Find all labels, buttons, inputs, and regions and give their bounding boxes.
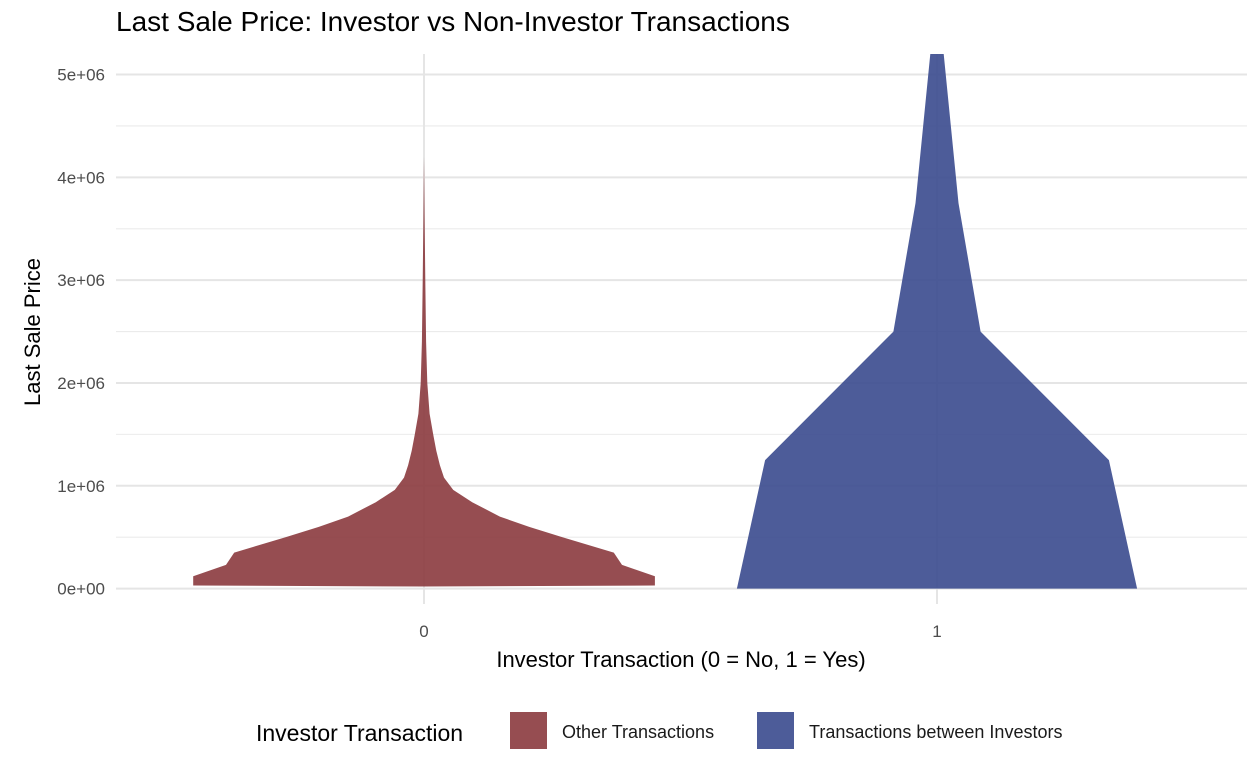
legend: Investor Transaction Other Transactions T…	[256, 712, 1062, 749]
y-axis-title: Last Sale Price	[20, 258, 45, 406]
x-axis-title: Investor Transaction (0 = No, 1 = Yes)	[496, 647, 865, 672]
chart-title: Last Sale Price: Investor vs Non-Investo…	[116, 6, 790, 37]
y-tick-label: 3e+06	[57, 271, 105, 290]
x-tick-label: 1	[932, 622, 941, 641]
y-tick-label: 1e+06	[57, 477, 105, 496]
y-tick-label: 4e+06	[57, 168, 105, 187]
tick-layer: 0e+00 1e+06 2e+06 3e+06 4e+06 5e+06 0 1	[57, 66, 941, 641]
violin-investor-transactions	[736, 54, 1138, 589]
legend-key	[757, 712, 794, 749]
violin-other-transactions	[193, 156, 655, 587]
legend-title: Investor Transaction	[256, 720, 463, 746]
legend-label: Other Transactions	[562, 722, 714, 742]
legend-label: Transactions between Investors	[809, 722, 1062, 742]
legend-key	[510, 712, 547, 749]
x-tick-label: 0	[419, 622, 428, 641]
y-tick-label: 0e+00	[57, 580, 105, 599]
y-tick-label: 5e+06	[57, 66, 105, 85]
y-tick-label: 2e+06	[57, 374, 105, 393]
violin-layer	[193, 54, 1138, 589]
